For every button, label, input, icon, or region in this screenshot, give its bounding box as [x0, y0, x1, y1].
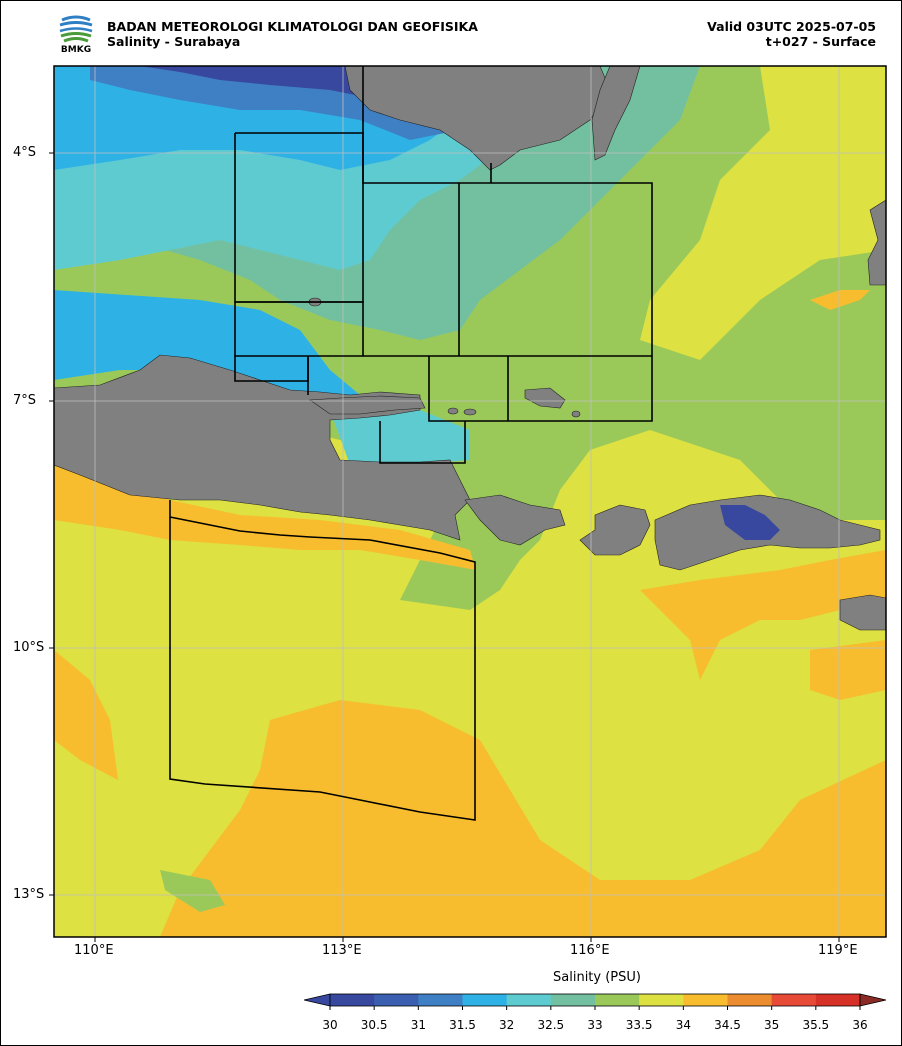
salinity-field: [54, 66, 886, 937]
sumba-landmass: [839, 594, 886, 631]
valid-time: Valid 03UTC 2025-07-05: [707, 19, 876, 34]
small-island-2: [463, 408, 477, 416]
colorbar-tick-label: 32: [499, 1018, 515, 1032]
colorbar-tick-label: 34.5: [714, 1018, 741, 1032]
sulawesi-landmass: [867, 199, 886, 286]
colorbar-segment: [330, 994, 375, 1006]
product-title: Salinity - Surabaya: [107, 34, 241, 49]
bali-landmass: [464, 494, 566, 546]
small-island-1: [447, 407, 459, 415]
sea-region-34-west: [54, 650, 118, 780]
small-island-3: [571, 410, 581, 418]
laut-island-landmass: [591, 66, 641, 161]
sea-region-34-east2: [810, 640, 886, 700]
zone-boundary-8: [428, 356, 653, 422]
forecast-zones: [169, 66, 653, 821]
colorbar-tick-label: 35: [764, 1018, 780, 1032]
lon-label-116e: 116°E: [570, 943, 610, 958]
sea-region-31.5-south: [54, 290, 360, 410]
graticule: [54, 66, 886, 937]
colorbar-segment: [418, 994, 463, 1006]
colorbar-tick-label: 35.5: [802, 1018, 830, 1032]
lat-label-4s: 4°S: [13, 145, 37, 160]
colorbar-segment: [550, 994, 596, 1006]
bmkg-logo-icon: [59, 13, 93, 45]
colorbar-segment: [727, 994, 773, 1006]
zone-boundary-3: [362, 66, 653, 357]
lat-label-10s: 10°S: [13, 640, 45, 655]
colorbar-tick-label: 32.5: [537, 1018, 565, 1032]
lon-label-110e: 110°E: [74, 943, 114, 958]
sea-region-34-north: [810, 290, 870, 310]
lon-label-113e: 113°E: [322, 943, 362, 958]
colorbar-tick-label: 30: [322, 1018, 338, 1032]
sea-region-34-coast: [54, 465, 476, 570]
lon-label-119e: 119°E: [818, 943, 858, 958]
sea-region-madura-strait: [330, 410, 470, 465]
colorbar-title: Salinity (PSU): [553, 970, 641, 985]
zone-boundary-10: [379, 421, 466, 464]
colorbar-segment: [506, 994, 552, 1006]
colorbar-tick-label: 36: [852, 1018, 868, 1032]
header-right: Valid 03UTC 2025-07-05 t+027 - Surface: [707, 19, 876, 49]
colorbar-segment: [462, 994, 508, 1006]
colorbar-min-arrow: [303, 993, 331, 1007]
org-name: BADAN METEOROLOGI KLIMATOLOGI DAN GEOFIS…: [107, 19, 478, 34]
logo-text: BMKG: [60, 45, 92, 55]
colorbar-tick-label: 31.5: [449, 1018, 476, 1032]
colorbar-tick-label: 31: [410, 1018, 426, 1032]
sea-region-34-south: [160, 700, 886, 937]
colorbar-tick-label: 33: [587, 1018, 603, 1032]
madura-landmass: [309, 395, 426, 415]
colorbar-segment: [683, 994, 728, 1006]
sea-region-34-east: [640, 550, 886, 680]
kangean-landmass: [524, 387, 566, 409]
lombok-landmass: [579, 504, 651, 556]
map-border: [53, 65, 887, 938]
colorbar-tick-label: 30.5: [360, 1018, 388, 1032]
lat-label-13s: 13°S: [13, 887, 45, 902]
colorbar-segment: [815, 994, 861, 1006]
header-left: BADAN METEOROLOGI KLIMATOLOGI DAN GEOFIS…: [107, 19, 478, 49]
colorbar-segment: [639, 994, 684, 1006]
bmkg-logo: BMKG: [56, 12, 96, 56]
colorbar-tick-label: 34: [675, 1018, 691, 1032]
colorbar-segment: [595, 994, 640, 1006]
colorbar: [303, 993, 887, 1010]
axis-ticks: [49, 152, 840, 942]
forecast-level: t+027 - Surface: [765, 34, 876, 49]
saleh-bay-low-salinity: [720, 505, 780, 540]
colorbar-segment: [374, 994, 419, 1006]
zone-boundary-south: [169, 500, 476, 821]
colorbar-tick-label: 33.5: [625, 1018, 653, 1032]
lat-label-7s: 7°S: [13, 393, 37, 408]
colorbar-max-arrow: [859, 993, 887, 1007]
colorbar-segment: [771, 994, 817, 1006]
sea-region-33-south: [160, 870, 225, 912]
